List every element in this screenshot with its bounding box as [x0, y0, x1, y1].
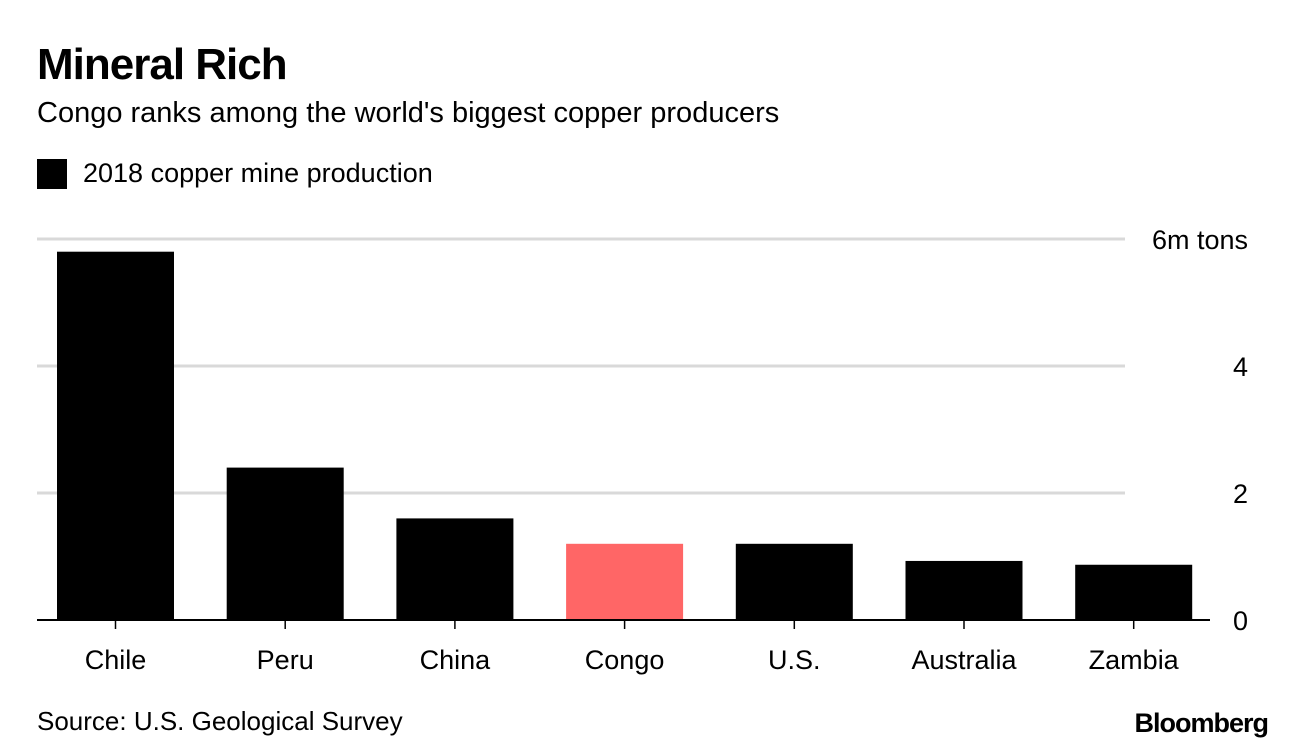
bar-australia	[905, 560, 1023, 620]
bar-china	[396, 518, 514, 620]
legend-label: 2018 copper mine production	[83, 158, 433, 188]
legend: 2018 copper mine production	[37, 158, 433, 189]
bar-zambia	[1075, 564, 1193, 620]
x-tick-label: Australia	[911, 645, 1017, 675]
x-tick-label: Peru	[257, 645, 314, 675]
chart-subtitle: Congo ranks among the world's biggest co…	[37, 97, 780, 129]
x-tick-label: China	[420, 645, 492, 675]
bar-chile	[57, 251, 174, 620]
x-tick-label: Zambia	[1089, 645, 1180, 675]
bar-congo	[566, 543, 684, 620]
y-tick-label: 6m tons	[1152, 225, 1248, 255]
chart-title: Mineral Rich	[37, 40, 288, 89]
y-tick-label: 2	[1233, 479, 1248, 509]
x-tick-label: Chile	[85, 645, 147, 675]
bloomberg-logo: Bloomberg	[1134, 708, 1269, 738]
x-tick-label: U.S.	[768, 645, 821, 675]
y-tick-label: 0	[1233, 606, 1248, 636]
legend-swatch	[37, 158, 67, 189]
y-tick-label: 4	[1233, 352, 1248, 382]
source-note: Source: U.S. Geological Survey	[37, 706, 403, 736]
bar-peru	[226, 467, 344, 620]
x-tick-label: Congo	[585, 645, 665, 675]
bar-us	[735, 543, 853, 620]
